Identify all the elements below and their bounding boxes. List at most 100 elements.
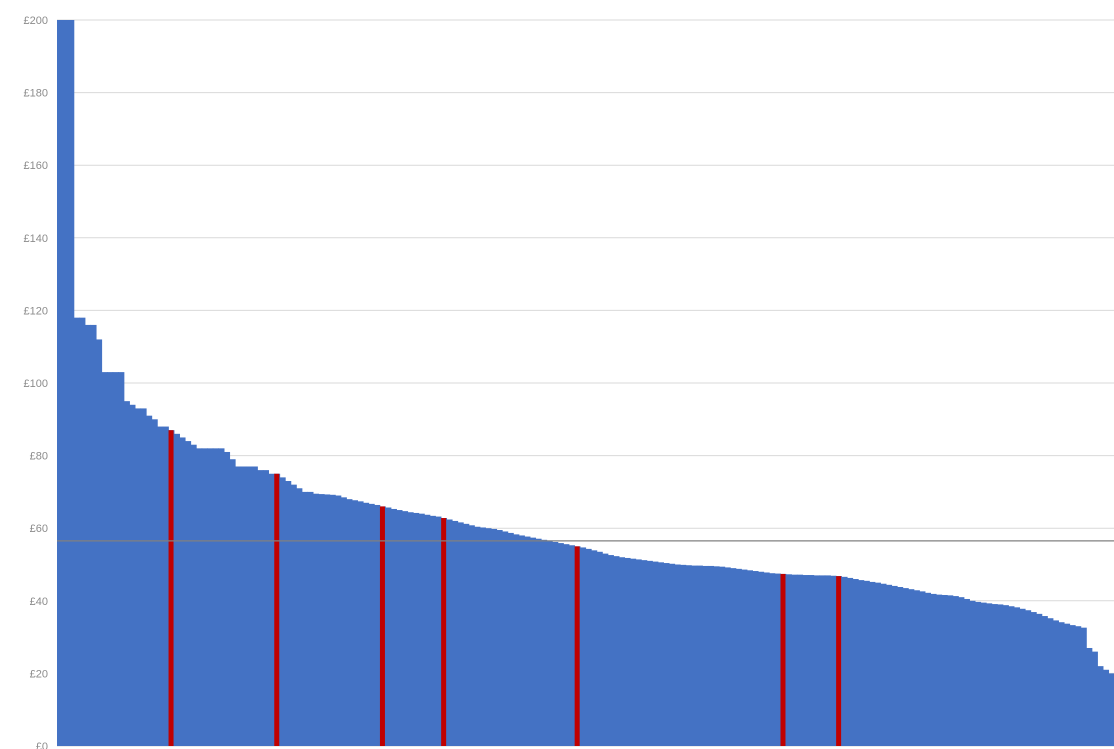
bar (307, 491, 314, 746)
bar (557, 543, 564, 746)
bar (212, 448, 219, 746)
bar (997, 604, 1004, 746)
bar (635, 559, 642, 746)
bar (813, 575, 820, 746)
bar (190, 444, 197, 746)
bar (1036, 613, 1043, 746)
bar (413, 512, 420, 746)
bar (296, 488, 303, 746)
bar (279, 477, 286, 746)
bar (179, 437, 186, 746)
bar (173, 433, 180, 746)
bar (118, 372, 125, 746)
bar (952, 596, 959, 746)
bar (980, 602, 987, 746)
bar (546, 540, 553, 746)
bar (808, 575, 815, 746)
highlight-bar (441, 518, 447, 746)
bar (769, 573, 776, 746)
highlight-bar (836, 576, 842, 746)
bar (374, 504, 381, 746)
bar (490, 528, 498, 746)
bar (112, 372, 119, 746)
bar (340, 497, 347, 746)
bar (251, 466, 258, 746)
bar (752, 571, 759, 746)
y-tick-label: £60 (30, 523, 48, 535)
bar (362, 502, 370, 746)
bar (1080, 627, 1087, 746)
bar (602, 553, 609, 746)
bar (385, 507, 392, 746)
bar (268, 473, 275, 746)
bar (1024, 610, 1032, 746)
bars (57, 20, 1114, 746)
bar (646, 560, 653, 746)
bar (735, 568, 742, 746)
bar (429, 515, 436, 746)
bar (624, 557, 631, 746)
bar (457, 522, 464, 746)
bar (513, 534, 520, 746)
bar (680, 564, 687, 746)
bar (924, 592, 932, 746)
bar (390, 508, 397, 746)
bar (824, 575, 831, 746)
bar (724, 567, 731, 746)
bar (591, 550, 598, 746)
bar (685, 565, 692, 746)
bar (463, 523, 470, 746)
bar (424, 514, 431, 746)
bar (891, 585, 898, 746)
bar (963, 598, 970, 746)
bar (1019, 608, 1026, 746)
bar (1030, 612, 1037, 746)
bar (68, 20, 75, 746)
highlight-bars (168, 430, 842, 746)
bar (207, 448, 214, 746)
bar (607, 555, 614, 746)
bar (451, 520, 459, 746)
bar (802, 575, 809, 746)
bar (1058, 622, 1065, 746)
bar (401, 511, 409, 746)
bar (84, 324, 91, 746)
bar (229, 459, 236, 746)
bar (351, 500, 359, 746)
bar (529, 537, 537, 746)
bar (107, 372, 114, 746)
bar (285, 481, 292, 746)
bar (418, 513, 425, 746)
bar (691, 565, 698, 746)
bar (652, 561, 659, 746)
bar (585, 548, 592, 746)
bar (79, 317, 86, 746)
bar (874, 582, 881, 746)
bar (518, 535, 525, 746)
bar (741, 569, 748, 746)
bar (1097, 666, 1104, 746)
bar (552, 541, 559, 746)
bar (935, 594, 943, 746)
bar (696, 565, 703, 746)
bar (290, 484, 297, 746)
y-tick-label: £200 (24, 15, 48, 27)
bar (791, 574, 798, 746)
y-tick-label: £40 (30, 596, 48, 608)
bar (235, 466, 242, 746)
y-axis-ticks: £0 £20 £40 £60 £80 £100 £120 £140 £160 £180 £200 (24, 15, 48, 749)
bar (858, 580, 865, 746)
bar (502, 531, 509, 746)
bar (257, 470, 264, 746)
bar (908, 589, 915, 746)
bar (852, 579, 859, 746)
bar (1002, 605, 1009, 746)
bar (958, 597, 965, 746)
bar (479, 527, 486, 746)
bar (368, 503, 375, 746)
bar (396, 510, 403, 746)
bar (663, 563, 670, 746)
bar (184, 441, 192, 746)
bar (196, 448, 203, 746)
bar (146, 415, 153, 746)
